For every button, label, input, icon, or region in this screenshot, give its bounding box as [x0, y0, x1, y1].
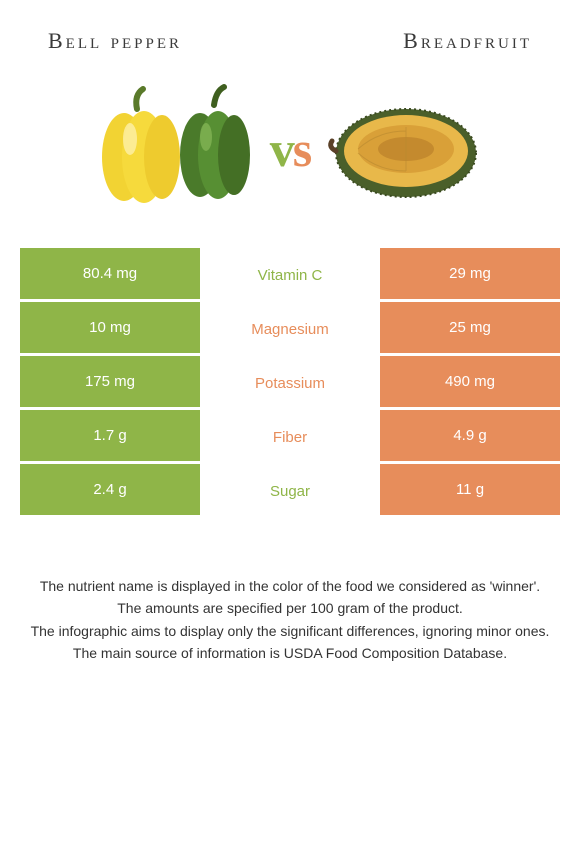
footer-line: The infographic aims to display only the…: [30, 621, 550, 641]
nutrient-label: Potassium: [200, 356, 380, 410]
left-value: 2.4 g: [20, 464, 200, 518]
right-image: [318, 74, 488, 224]
table-row: 2.4 gSugar11 g: [20, 464, 560, 518]
left-value: 175 mg: [20, 356, 200, 410]
left-value: 1.7 g: [20, 410, 200, 464]
nutrient-label: Fiber: [200, 410, 380, 464]
left-value: 80.4 mg: [20, 248, 200, 302]
right-title: Breadfruit: [403, 28, 532, 54]
right-value: 4.9 g: [380, 410, 560, 464]
left-image: [92, 74, 262, 224]
table-row: 1.7 gFiber4.9 g: [20, 410, 560, 464]
footer-line: The nutrient name is displayed in the co…: [30, 576, 550, 596]
footer-notes: The nutrient name is displayed in the co…: [0, 518, 580, 663]
nutrient-label: Magnesium: [200, 302, 380, 356]
images-row: vs: [0, 66, 580, 248]
header: Bell pepper Breadfruit: [0, 0, 580, 66]
nutrient-label: Sugar: [200, 464, 380, 518]
table-row: 175 mgPotassium490 mg: [20, 356, 560, 410]
nutrient-label: Vitamin C: [200, 248, 380, 302]
table-row: 80.4 mgVitamin C29 mg: [20, 248, 560, 302]
right-value: 11 g: [380, 464, 560, 518]
right-value: 490 mg: [380, 356, 560, 410]
right-value: 25 mg: [380, 302, 560, 356]
footer-line: The amounts are specified per 100 gram o…: [30, 598, 550, 618]
right-value: 29 mg: [380, 248, 560, 302]
footer-line: The main source of information is USDA F…: [30, 643, 550, 663]
table-row: 10 mgMagnesium25 mg: [20, 302, 560, 356]
vs-s: s: [293, 120, 310, 178]
vs-label: vs: [270, 120, 310, 178]
vs-v: v: [270, 120, 293, 178]
left-title: Bell pepper: [48, 28, 182, 54]
left-value: 10 mg: [20, 302, 200, 356]
comparison-table: 80.4 mgVitamin C29 mg10 mgMagnesium25 mg…: [20, 248, 560, 518]
